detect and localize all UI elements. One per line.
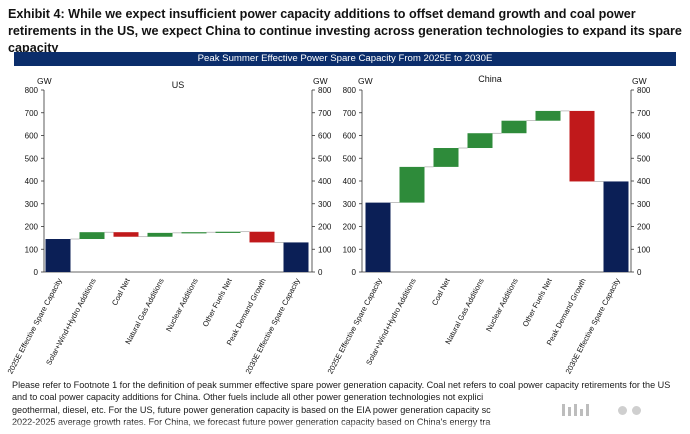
us-y-tick-label: 700 bbox=[25, 109, 39, 118]
us-y2-tick-label: 400 bbox=[318, 177, 332, 186]
us-y-tick-label: 400 bbox=[25, 177, 39, 186]
watermark-bar bbox=[574, 404, 577, 416]
china-y-tick-label: 0 bbox=[352, 268, 357, 277]
china-y-tick-label: 300 bbox=[343, 200, 357, 209]
us-category-label: Natural Gas Additions bbox=[123, 277, 166, 346]
us-bar-4 bbox=[147, 232, 173, 237]
us-y-tick-label: 600 bbox=[25, 132, 39, 141]
us-bar-3 bbox=[113, 232, 139, 237]
us-y2-tick-label: 600 bbox=[318, 132, 332, 141]
china-y-tick-label: 400 bbox=[343, 177, 357, 186]
us-y-axis-label: GW bbox=[37, 76, 52, 86]
watermark-bar bbox=[580, 409, 583, 416]
us-y-tick-label: 800 bbox=[25, 86, 39, 95]
footnote-line: and to coal power capacity additions for… bbox=[12, 392, 484, 403]
watermark-bar bbox=[562, 404, 565, 416]
china-category-label: Natural Gas Additions bbox=[443, 277, 486, 346]
us-bar-5 bbox=[181, 232, 207, 234]
china-bar-8 bbox=[603, 181, 629, 272]
footnote-line: Please refer to Footnote 1 for the defin… bbox=[12, 380, 671, 390]
china-y-tick-label: 700 bbox=[343, 109, 357, 118]
china-y2-tick-label: 300 bbox=[637, 200, 651, 209]
china-category-label: Nuclear Additions bbox=[484, 277, 520, 334]
us-bar-6 bbox=[215, 231, 241, 233]
watermark-dot bbox=[618, 406, 627, 415]
china-y2-tick-label: 800 bbox=[637, 86, 651, 95]
china-chart-title: China bbox=[478, 74, 502, 84]
footnote-line: geothermal, diesel, etc. For the US, fut… bbox=[12, 404, 491, 415]
watermark-dot bbox=[632, 406, 641, 415]
china-y-axis-label: GW bbox=[358, 76, 373, 86]
china-bar-5 bbox=[501, 120, 527, 134]
us-bar-8 bbox=[283, 242, 309, 272]
china-y-tick-label: 500 bbox=[343, 154, 357, 163]
us-y2-tick-label: 100 bbox=[318, 245, 332, 254]
us-y2-tick-label: 800 bbox=[318, 86, 332, 95]
us-bar-1 bbox=[45, 239, 71, 272]
us-bar-7 bbox=[249, 231, 275, 243]
chart-banner: Peak Summer Effective Power Spare Capaci… bbox=[14, 52, 676, 66]
china-bar-1 bbox=[365, 202, 391, 272]
us-y2-tick-label: 300 bbox=[318, 200, 332, 209]
us-category-label: Nuclear Additions bbox=[164, 277, 200, 334]
watermark-bar bbox=[586, 404, 589, 416]
us-y-tick-label: 200 bbox=[25, 223, 39, 232]
us-y2-axis-label: GW bbox=[313, 76, 328, 86]
watermark-overlay bbox=[556, 401, 652, 419]
us-y-tick-label: 500 bbox=[25, 154, 39, 163]
china-y-tick-label: 800 bbox=[343, 86, 357, 95]
china-y2-tick-label: 600 bbox=[637, 132, 651, 141]
china-y2-tick-label: 500 bbox=[637, 154, 651, 163]
waterfall-charts: US GW GW 0 0 100 100 200 200 300 300 400 400 500 500 60… bbox=[6, 74, 651, 375]
china-y-tick-label: 100 bbox=[343, 245, 357, 254]
china-bar-6 bbox=[535, 110, 561, 121]
china-y2-tick-label: 0 bbox=[637, 268, 642, 277]
us-chart-title: US bbox=[172, 80, 185, 90]
us-y-tick-label: 300 bbox=[25, 200, 39, 209]
china-bar-4 bbox=[467, 133, 493, 149]
china-y-tick-label: 600 bbox=[343, 132, 357, 141]
china-bar-3 bbox=[433, 148, 459, 167]
china-y2-tick-label: 400 bbox=[637, 177, 651, 186]
us-category-label: Other Fuels Net bbox=[201, 276, 235, 328]
china-y2-tick-label: 700 bbox=[637, 109, 651, 118]
china-bar-2 bbox=[399, 166, 425, 203]
china-y2-axis-label: GW bbox=[632, 76, 647, 86]
us-category-label: Coal Net bbox=[110, 276, 132, 307]
us-bar-2 bbox=[79, 232, 105, 240]
watermark-bar bbox=[568, 407, 571, 416]
us-y2-tick-label: 500 bbox=[318, 154, 332, 163]
china-category-label: Other Fuels Net bbox=[521, 276, 555, 328]
china-y2-tick-label: 200 bbox=[637, 223, 651, 232]
us-y-tick-label: 100 bbox=[25, 245, 39, 254]
china-category-label: Coal Net bbox=[430, 276, 452, 307]
us-y2-tick-label: 0 bbox=[318, 268, 323, 277]
us-y2-tick-label: 700 bbox=[318, 109, 332, 118]
china-y2-tick-label: 100 bbox=[637, 245, 651, 254]
exhibit-title: Exhibit 4: While we expect insufficient … bbox=[8, 7, 682, 55]
bottom-fade bbox=[0, 422, 690, 434]
us-y-tick-label: 0 bbox=[34, 268, 39, 277]
china-bar-7 bbox=[569, 110, 595, 182]
china-y-tick-label: 200 bbox=[343, 223, 357, 232]
us-y2-tick-label: 200 bbox=[318, 223, 332, 232]
